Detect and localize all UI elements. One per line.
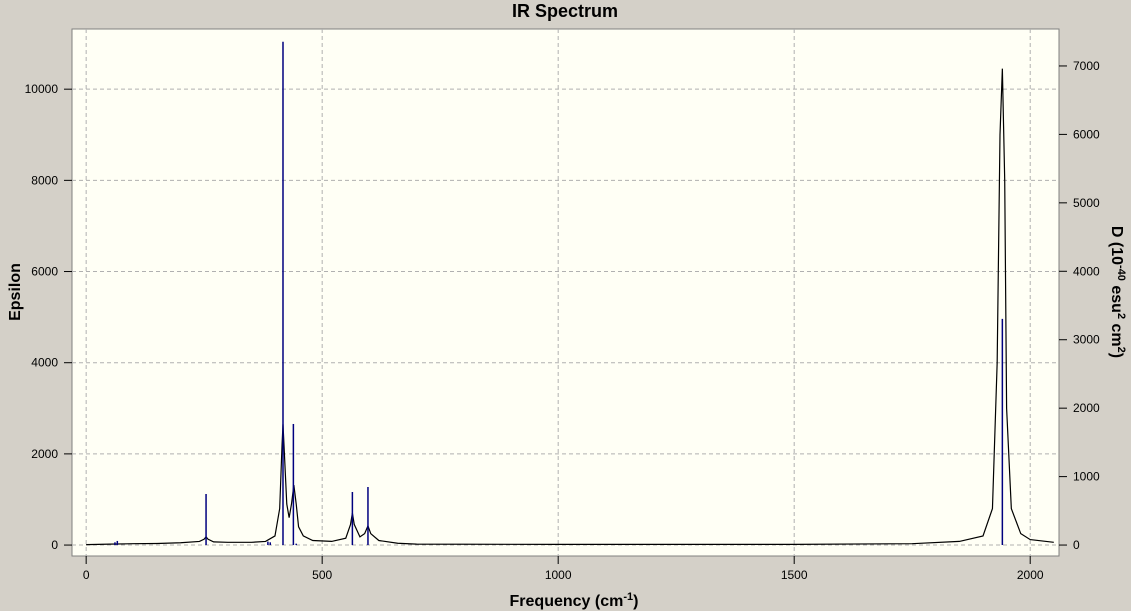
x-axis-label-part: -1 [623, 591, 633, 603]
y2-axis-label-part: esu [1108, 281, 1125, 313]
y2-axis-label-part: 2 [1115, 347, 1127, 353]
y2-axis-label-part: ) [1108, 353, 1125, 358]
y2-axis-label-part: D (10 [1108, 226, 1125, 265]
x-axis-label: Frequency (cm-1) [510, 591, 639, 610]
y2-tick-label: 2000 [1073, 401, 1100, 415]
y-tick-label: 2000 [31, 447, 58, 461]
x-tick-label: 0 [83, 568, 90, 582]
x-tick-label: 2000 [1017, 568, 1044, 582]
y-tick-label: 8000 [31, 173, 58, 187]
y2-tick-label: 5000 [1073, 196, 1100, 210]
y2-axis-label-part: cm [1108, 319, 1125, 347]
y2-axis-label-part: -40 [1115, 265, 1127, 281]
x-tick-label: 500 [312, 568, 332, 582]
y-tick-label: 0 [51, 538, 58, 552]
y-tick-label: 10000 [25, 82, 59, 96]
y2-tick-label: 4000 [1073, 264, 1100, 278]
x-axis-label-part: Frequency (cm [510, 593, 624, 610]
x-tick-label: 1000 [545, 568, 572, 582]
chart-title: IR Spectrum [512, 1, 618, 21]
y2-tick-label: 7000 [1073, 59, 1100, 73]
y2-tick-label: 3000 [1073, 333, 1100, 347]
spectrum-line [86, 68, 1054, 546]
plot-area [71, 28, 1060, 557]
y2-tick-label: 1000 [1073, 470, 1100, 484]
y2-axis-label: D (10-40 esu2 cm2) [1108, 226, 1127, 358]
x-axis-label-part: ) [633, 593, 638, 610]
x-tick-label: 1500 [781, 568, 808, 582]
y-axis-label: Epsilon [7, 263, 24, 321]
y-tick-label: 4000 [31, 356, 58, 370]
y2-tick-label: 0 [1073, 538, 1080, 552]
y2-tick-label: 6000 [1073, 127, 1100, 141]
y-tick-label: 6000 [31, 265, 58, 279]
y2-axis-label-part: 2 [1115, 313, 1127, 319]
